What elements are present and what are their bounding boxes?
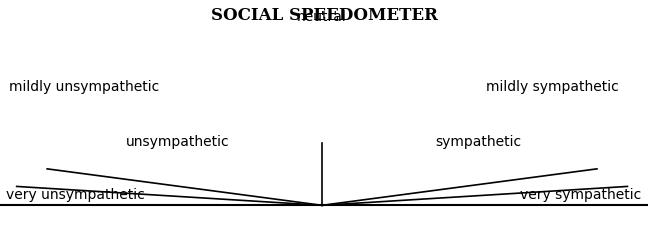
Text: SOCIAL SPEEDOMETER: SOCIAL SPEEDOMETER: [211, 7, 437, 24]
Text: sympathetic: sympathetic: [435, 135, 522, 149]
Text: neutral: neutral: [297, 10, 347, 24]
Text: unsympathetic: unsympathetic: [126, 135, 230, 149]
Text: mildly sympathetic: mildly sympathetic: [486, 80, 619, 94]
Text: very unsympathetic: very unsympathetic: [6, 188, 145, 202]
Text: mildly unsympathetic: mildly unsympathetic: [8, 80, 159, 94]
Text: very sympathetic: very sympathetic: [520, 188, 642, 202]
